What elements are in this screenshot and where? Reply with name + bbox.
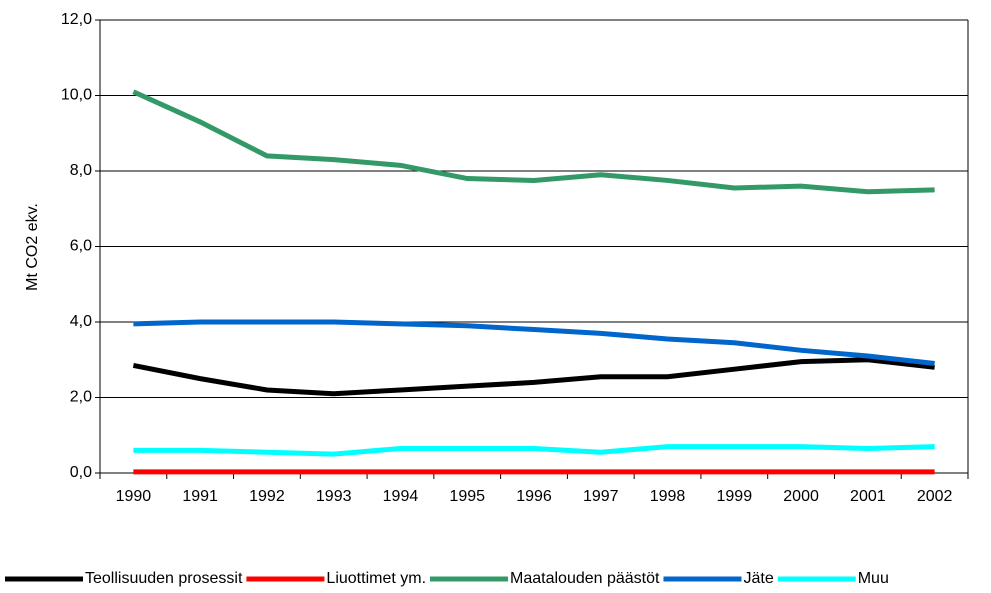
x-tick-label: 1991 <box>182 488 218 505</box>
x-tick-label: 2001 <box>850 488 886 505</box>
legend-label: Maatalouden päästöt <box>510 570 660 587</box>
x-tick-label: 1997 <box>583 488 619 505</box>
series-line <box>132 89 935 195</box>
x-tick-label: 1995 <box>449 488 485 505</box>
x-tick-label: 2002 <box>917 488 953 505</box>
x-tick-label: 1990 <box>116 488 152 505</box>
x-tick-label: 1993 <box>316 488 352 505</box>
y-tick-label: 6,0 <box>70 238 92 255</box>
x-tick-label: 1996 <box>516 488 552 505</box>
legend-label: Muu <box>858 570 889 587</box>
legend-label: Teollisuuden prosessit <box>85 570 243 587</box>
x-tick-label: 2000 <box>783 488 819 505</box>
x-tick-label: 1999 <box>717 488 753 505</box>
series-line <box>132 357 935 397</box>
legend-label: Jäte <box>743 570 773 587</box>
y-tick-label: 2,0 <box>70 389 92 406</box>
y-tick-label: 12,0 <box>61 11 92 28</box>
series-line <box>133 444 935 457</box>
x-tick-label: 1998 <box>650 488 686 505</box>
y-tick-label: 8,0 <box>70 162 92 179</box>
y-tick-label: 0,0 <box>70 464 92 481</box>
x-tick-label: 1992 <box>249 488 285 505</box>
y-axis-title: Mt CO2 ekv. <box>24 203 41 291</box>
x-tick-label: 1994 <box>383 488 419 505</box>
legend-label: Liuottimet ym. <box>326 570 426 587</box>
y-tick-label: 4,0 <box>70 313 92 330</box>
series-line <box>133 319 935 367</box>
y-tick-label: 10,0 <box>61 87 92 104</box>
